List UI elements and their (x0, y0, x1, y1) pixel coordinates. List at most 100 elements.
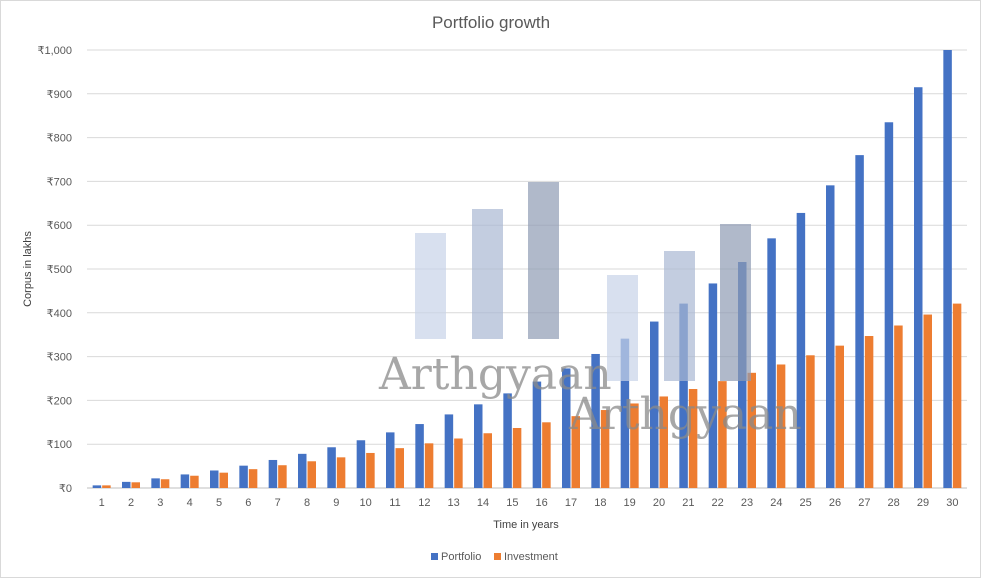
bar-portfolio-year-11 (386, 432, 395, 488)
watermark-block (664, 251, 695, 381)
bar-investment-year-13 (454, 438, 463, 488)
bar-portfolio-year-13 (444, 414, 454, 488)
x-tick-label: 17 (565, 497, 577, 509)
bar-investment-year-1 (102, 485, 111, 488)
bar-portfolio-year-27 (855, 155, 864, 488)
bar-investment-year-6 (248, 469, 258, 488)
watermark-logo: Arthgyaan (568, 389, 802, 440)
x-axis-ticks: 1 2 3 4 5 6 7 8 9 10 11 12 13 14 15 16 17 18 19 20 21 22 23 24 2… (99, 497, 959, 509)
bar-investment-year-4 (190, 475, 199, 488)
x-tick-label: 13 (448, 497, 460, 509)
bar-portfolio-year-22 (708, 283, 718, 488)
bar-investment-year-9 (336, 457, 346, 488)
x-tick-label: 26 (829, 497, 841, 509)
bar-investment-year-23 (747, 372, 756, 488)
legend-swatch-investment (494, 553, 501, 560)
bar-portfolio-year-29 (914, 87, 923, 488)
legend-label-portfolio: Portfolio (441, 551, 481, 563)
bar-investment-year-3 (160, 479, 170, 488)
bar-portfolio-year-17 (562, 368, 571, 488)
y-tick-label: ₹300 (47, 352, 72, 364)
x-tick-label: 11 (389, 497, 400, 509)
x-tick-label: 16 (536, 497, 548, 509)
x-tick-label: 6 (245, 497, 251, 509)
watermark-block (607, 275, 638, 381)
y-tick-label: ₹400 (47, 308, 72, 320)
x-tick-label: 1 (99, 497, 105, 509)
bar-portfolio-year-18 (591, 353, 600, 488)
bar-investment-year-10 (366, 452, 375, 488)
y-axis-ticks: ₹0 ₹100 ₹200 ₹300 ₹400 ₹500 ₹600 ₹700 ₹800 ₹900 ₹1… (37, 45, 72, 495)
y-tick-label: ₹700 (47, 176, 72, 188)
bar-investment-year-8 (307, 461, 316, 488)
bar-portfolio-year-19 (620, 338, 630, 488)
x-tick-label: 14 (477, 497, 489, 509)
bar-investment-year-14 (483, 433, 492, 488)
bar-investment-year-29 (923, 314, 932, 488)
y-tick-label: ₹500 (47, 264, 72, 276)
bar-investment-year-17 (571, 416, 580, 488)
legend-swatch-portfolio (431, 553, 438, 560)
watermark-block (415, 233, 446, 339)
x-tick-label: 7 (275, 497, 281, 509)
watermark-block (472, 209, 503, 339)
y-tick-label: ₹900 (47, 89, 72, 101)
bar-portfolio-year-4 (180, 474, 190, 488)
watermark-block (528, 182, 559, 339)
bar-investment-year-27 (864, 336, 874, 488)
x-tick-label: 29 (917, 497, 929, 509)
chart-title: Portfolio growth (432, 13, 550, 32)
bar-investment-year-21 (688, 389, 698, 488)
bar-portfolio-year-5 (210, 470, 219, 488)
legend: Portfolio Investment (431, 551, 558, 563)
bar-investment-year-7 (278, 465, 287, 488)
x-tick-label: 4 (187, 497, 193, 509)
watermark-block (720, 224, 751, 381)
y-tick-label: ₹200 (47, 395, 72, 407)
bar-investment-year-2 (131, 482, 140, 488)
bar-portfolio-year-26 (826, 185, 835, 489)
x-tick-label: 22 (712, 497, 724, 509)
bar-investment-year-22 (718, 381, 727, 488)
x-tick-label: 24 (770, 497, 782, 509)
bar-investment-year-5 (219, 472, 228, 488)
bar-portfolio-year-14 (474, 404, 483, 488)
x-tick-label: 10 (360, 497, 372, 509)
bar-portfolio-year-20 (650, 321, 659, 488)
y-tick-label: ₹600 (47, 220, 72, 232)
x-tick-label: 9 (333, 497, 339, 509)
bar-portfolio-year-21 (679, 303, 688, 488)
y-tick-label: ₹1,000 (37, 45, 72, 57)
x-tick-label: 30 (946, 497, 958, 509)
bar-portfolio-year-2 (122, 481, 131, 488)
x-tick-label: 12 (418, 497, 430, 509)
bar-portfolio-year-7 (268, 459, 278, 488)
bar-portfolio-year-8 (298, 453, 307, 488)
x-tick-label: 21 (682, 497, 694, 509)
bar-investment-year-11 (395, 448, 404, 488)
x-tick-label: 3 (157, 497, 163, 509)
bar-investment-year-30 (952, 303, 962, 488)
bar-investment-year-16 (542, 422, 551, 488)
bar-portfolio-year-25 (796, 212, 806, 488)
bar-investment-year-19 (630, 403, 639, 488)
y-tick-label: ₹100 (47, 439, 72, 451)
bar-investment-year-18 (600, 410, 610, 488)
bar-investment-year-15 (512, 427, 522, 488)
bar-investment-year-25 (806, 355, 815, 488)
x-tick-label: 19 (624, 497, 636, 509)
bar-investment-year-24 (776, 364, 786, 488)
legend-label-investment: Investment (504, 551, 558, 563)
x-tick-label: 20 (653, 497, 665, 509)
x-tick-label: 27 (858, 497, 870, 509)
watermark-logo: Arthgyaan (378, 349, 612, 400)
gridlines (87, 49, 967, 489)
x-tick-label: 25 (800, 497, 812, 509)
y-tick-label: ₹800 (47, 133, 72, 145)
x-tick-label: 5 (216, 497, 222, 509)
y-axis-label: Corpus in lakhs (22, 231, 34, 307)
x-tick-label: 2 (128, 497, 134, 509)
x-tick-label: 28 (888, 497, 900, 509)
